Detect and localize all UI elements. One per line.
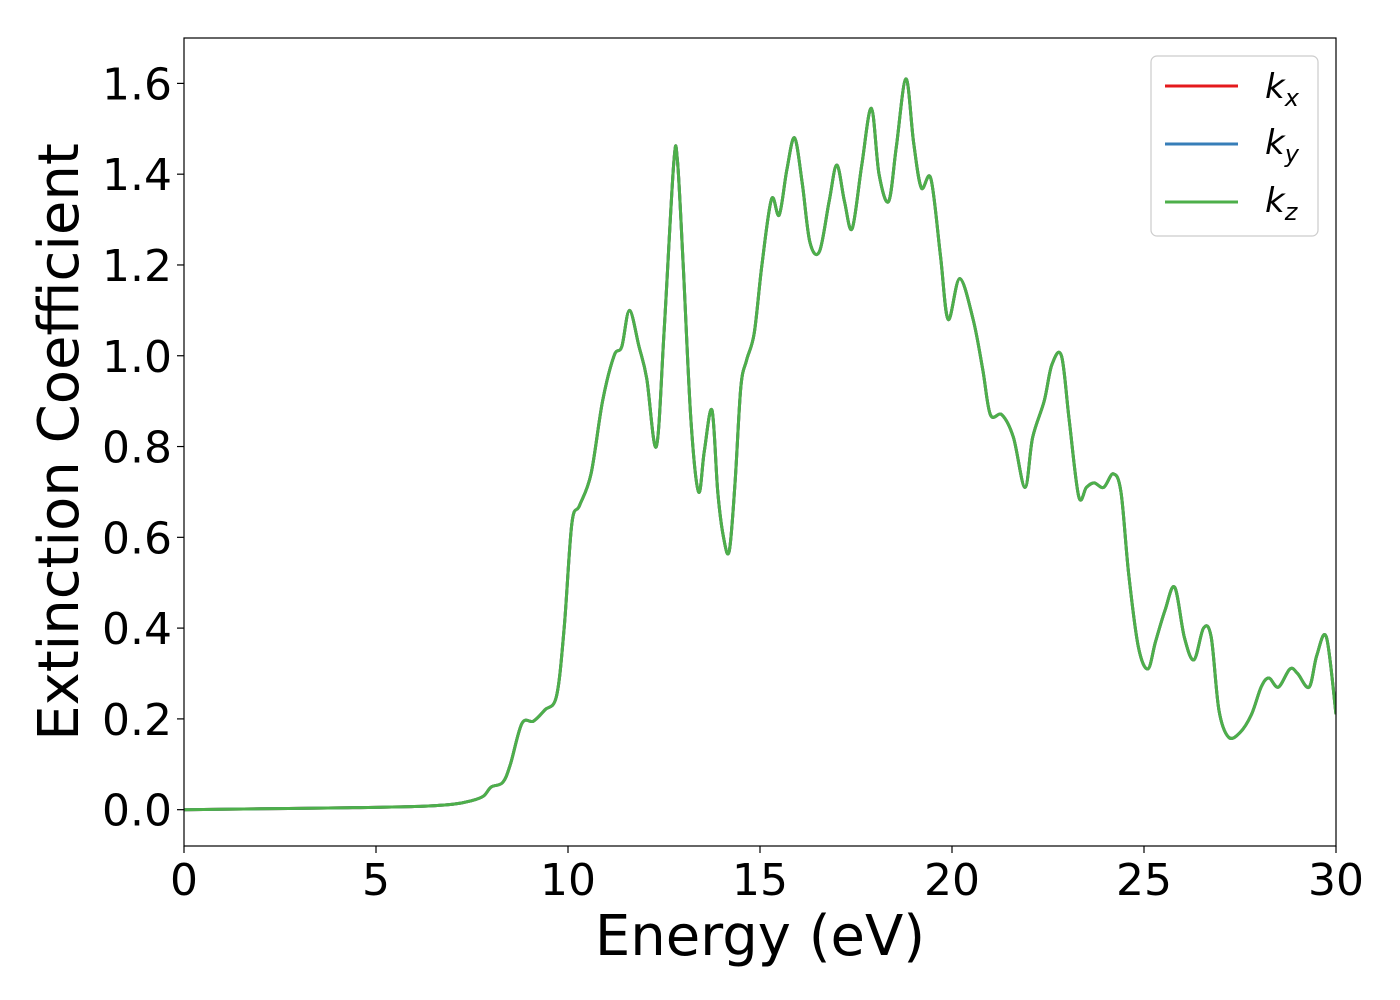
legend-label-ky-sub: y	[1284, 140, 1300, 168]
x-tick-label: 5	[362, 855, 390, 906]
y-tick-label: 0.2	[102, 695, 172, 746]
x-tick-label: 10	[540, 855, 596, 906]
y-axis-title: Extinction Coefficient	[27, 143, 92, 741]
y-tick-label: 0.4	[102, 604, 172, 655]
x-tick-label: 0	[170, 855, 198, 906]
x-tick-label: 15	[732, 855, 788, 906]
x-axis-title: Energy (eV)	[595, 904, 925, 969]
legend-label-kz-base: k	[1265, 181, 1286, 221]
y-tick-label: 0.6	[102, 513, 172, 564]
legend: kx ky kz	[1150, 55, 1319, 237]
legend-label-kx-sub: x	[1284, 84, 1300, 112]
legend-label-kx: kx	[1265, 67, 1300, 112]
legend-label-kz: kz	[1265, 181, 1299, 226]
y-tick-label: 0.8	[102, 423, 172, 474]
x-tick-label: 25	[1116, 855, 1172, 906]
y-tick-label: 1.6	[102, 59, 172, 110]
legend-label-kx-base: k	[1265, 67, 1286, 107]
y-tick-label: 1.0	[102, 332, 172, 383]
legend-label-ky-base: k	[1265, 123, 1286, 163]
y-axis: 0.0 0.2 0.4 0.6 0.8 1.0 1.2 1.4 1.6	[102, 59, 184, 837]
x-tick-label: 30	[1308, 855, 1364, 906]
x-axis: 0 5 10 15 20 25 30	[170, 846, 1364, 906]
series-line-kz	[184, 77, 1336, 812]
legend-label-ky: ky	[1265, 123, 1300, 168]
x-tick-label: 20	[924, 855, 980, 906]
y-tick-label: 1.4	[102, 150, 172, 201]
legend-label-kz-sub: z	[1284, 198, 1299, 226]
y-tick-label: 0.0	[102, 786, 172, 837]
legend-box	[1150, 55, 1319, 237]
series-layer	[184, 77, 1336, 812]
y-tick-label: 1.2	[102, 241, 172, 292]
